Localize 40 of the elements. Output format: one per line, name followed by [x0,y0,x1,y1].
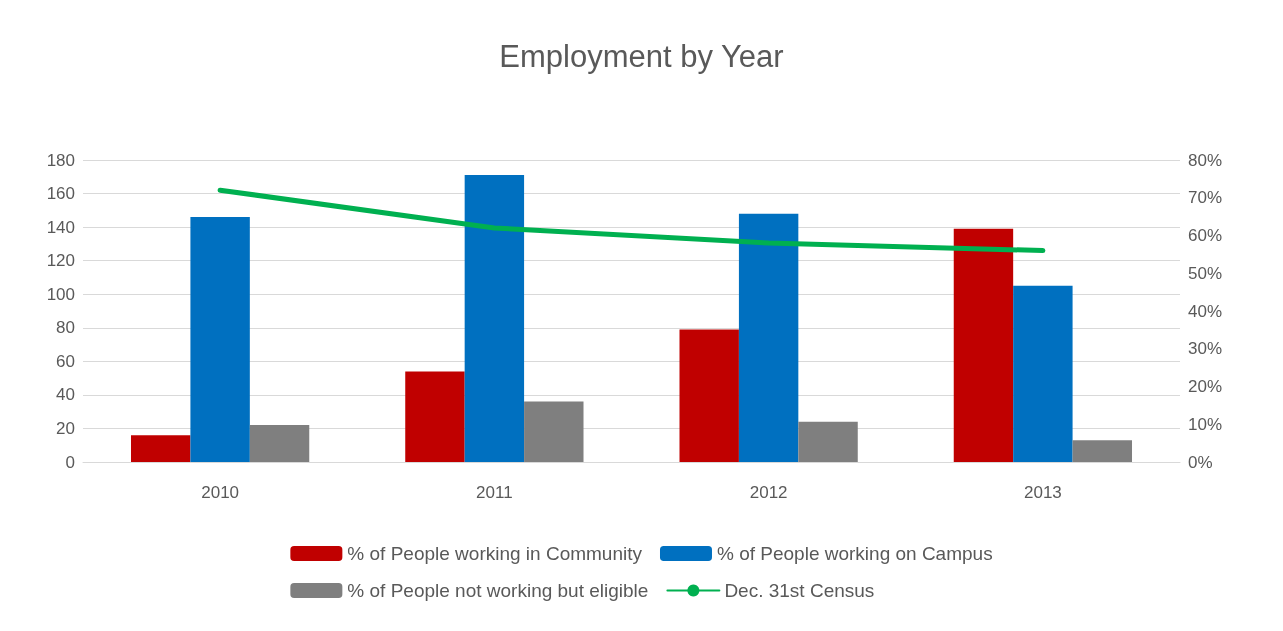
bar [1072,440,1133,462]
y2-tick-label: 70% [1188,188,1223,208]
y-tick-label: 140 [46,217,75,237]
y-tick-label: 0 [65,452,75,472]
y2-tick-label: 40% [1188,301,1223,321]
chart-title: Employment by Year [499,39,784,74]
x-tick-label: 2012 [749,483,788,502]
y-tick-label: 160 [46,184,75,204]
x-tick-label: 2011 [476,483,513,502]
x-tick-label: 2010 [201,483,240,502]
y-tick-label: 180 [46,150,75,170]
bar [405,371,465,462]
legend-label: Dec. 31st Census [724,580,875,601]
y-tick-label: 60 [56,351,75,371]
y2-tick-label: 10% [1188,414,1223,434]
legend-label: % of People working in Community [347,543,643,564]
y-tick-label: 120 [46,251,75,271]
bar [798,421,858,462]
y-tick-label: 80 [56,318,75,338]
bar [464,175,525,462]
bar [953,228,1014,462]
legend-label: % of People not working but eligible [347,580,649,601]
y2-tick-label: 50% [1188,263,1223,283]
x-tick-label: 2013 [1023,483,1062,502]
bar [190,217,250,462]
y2-tick-label: 20% [1188,377,1223,396]
bar [249,425,310,462]
bar [524,401,584,462]
y2-tick-label: 80% [1188,150,1223,170]
y-tick-label: 100 [46,284,75,304]
y-tick-label: 40 [56,385,75,405]
bar [1013,285,1073,462]
y2-tick-label: 30% [1188,339,1223,359]
bar [130,435,191,462]
y2-tick-label: 60% [1188,226,1223,245]
bar [738,213,799,462]
bar [679,329,739,462]
y2-tick-label: 0% [1188,452,1213,472]
legend-label: % of People working on Campus [716,543,993,564]
y-tick-label: 20 [56,418,75,438]
